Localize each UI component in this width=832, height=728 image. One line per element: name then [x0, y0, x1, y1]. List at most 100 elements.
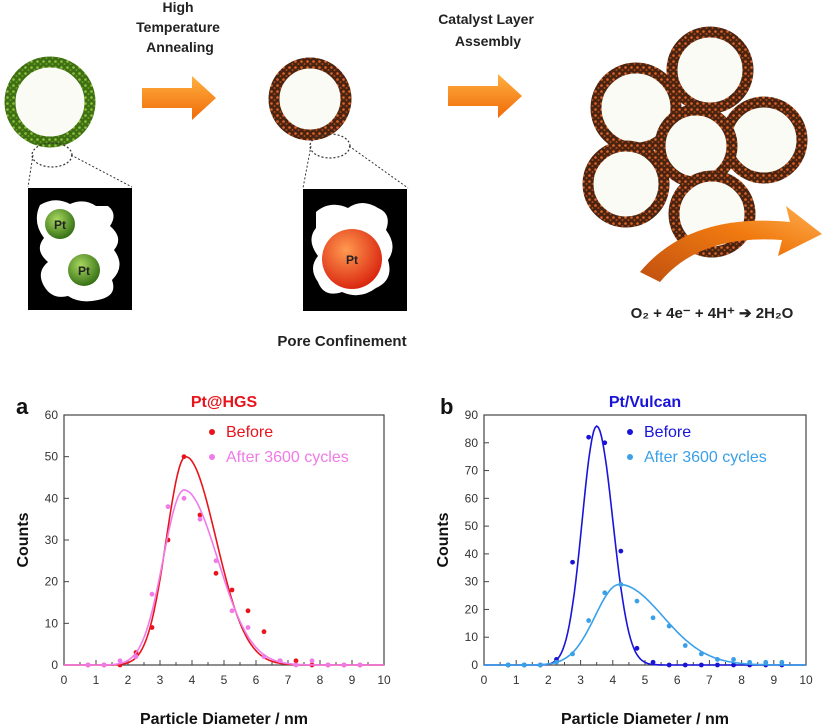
chart-b-xtick-label: 3 — [577, 673, 584, 687]
zoom-region-middle — [309, 133, 351, 159]
chart-a-series-after-point — [245, 625, 251, 630]
chart-a-series-after-point — [341, 662, 347, 668]
chart-b-series-after-point — [763, 659, 769, 665]
chart-b-ytick-label: 0 — [471, 658, 478, 672]
chart-b-title: Pt/Vulcan — [609, 394, 681, 411]
chart-a-ytick-label: 0 — [51, 658, 58, 672]
chart-panel-b: b Pt/Vulcan 0 1 2 3 4 5 6 7 8 9 10 0 10 20 30 40 50 60 70 80 9… — [435, 394, 813, 728]
chart-b-series-after-point — [650, 615, 656, 621]
orange-hollow-sphere — [268, 57, 352, 141]
chart-b-series-before-legend-marker — [627, 429, 633, 435]
chart-a-series-after-point — [133, 654, 139, 660]
cluster-sphere-5 — [654, 104, 738, 188]
chart-a-series-after-point — [357, 662, 363, 668]
chart-a-panel-letter: a — [16, 394, 29, 419]
chart-b-xtick-label: 1 — [513, 673, 520, 687]
chart-a-series-after-legend-marker — [209, 454, 215, 460]
chart-a-xtick-label: 6 — [253, 673, 260, 687]
chart-a-xtick-label: 10 — [377, 673, 391, 687]
arrow-icon-step1 — [142, 76, 216, 120]
chart-b-series-after-point — [731, 657, 736, 662]
chart-a-series-after-point — [101, 662, 107, 668]
zoom-line-left-b — [70, 154, 133, 188]
chart-a-ytick-label: 40 — [45, 491, 59, 505]
chart-b-series-after-point — [537, 662, 543, 668]
chart-b-series-before-point — [570, 559, 575, 565]
chart-b-series-after-legend-marker — [627, 454, 633, 460]
chart-b-panel-letter: b — [440, 394, 453, 419]
chart-a-series-after-point — [197, 516, 203, 522]
chart-a-series-after-legend-label: After 3600 cycles — [226, 449, 349, 466]
chart-b-series-after-point — [505, 662, 511, 668]
chart-a-series-after-point — [213, 558, 219, 564]
chart-a-series-after-point — [309, 658, 315, 664]
chart-a-ytick-label: 50 — [45, 450, 59, 464]
zoom-line-left-a — [27, 154, 34, 188]
chart-b-xtick-label: 10 — [799, 673, 813, 687]
chart-a-series-before-point — [229, 587, 235, 593]
scheme-section: Pt Pt High Temperature Annealing Pt Pore… — [4, 0, 822, 350]
chart-b-xtick-label: 5 — [642, 673, 649, 687]
chart-a-xtick-label: 8 — [317, 673, 324, 687]
chart-a-series-before-point — [213, 570, 219, 576]
chart-b-series-before-point — [682, 662, 688, 668]
chart-b-series-before-point — [586, 434, 592, 440]
step1-label: High Temperature Annealing — [136, 0, 224, 55]
chart-a-series-before-fit-line — [64, 455, 384, 666]
chart-b-series-after-point — [666, 623, 672, 629]
chart-b-xlabel: Particle Diameter / nm — [561, 711, 729, 728]
chart-b-series-after-point — [698, 651, 704, 657]
cluster-sphere-2 — [666, 26, 754, 114]
chart-b-series-before-legend-label: Before — [644, 424, 691, 441]
chart-b-series-after-point — [634, 598, 640, 604]
chart-b-series-before-point — [731, 662, 736, 668]
chart-b-series-after-point — [521, 662, 527, 668]
arrow-icon-step2 — [448, 74, 522, 118]
chart-a-xtick-label: 9 — [349, 673, 356, 687]
pt-particle-orange: Pt — [322, 229, 382, 289]
chart-a-series-after-point — [165, 504, 171, 510]
chart-a-series-before-point — [181, 454, 187, 460]
chart-b-series-before-point — [698, 662, 704, 668]
green-hollow-sphere — [4, 56, 96, 148]
chart-b-xtick-label: 7 — [706, 673, 713, 687]
chart-a-xtick-label: 5 — [221, 673, 228, 687]
chart-b-ytick-label: 50 — [465, 519, 479, 533]
chart-a-series-after-point — [117, 658, 123, 664]
chart-a-series-after-point — [229, 608, 235, 614]
chart-b-series-after-point — [779, 659, 785, 665]
chart-b-ytick-label: 80 — [465, 436, 479, 450]
chart-a-series-before-legend-marker — [209, 429, 215, 435]
chart-b-series-before-point — [634, 645, 640, 651]
chart-a-series-before-legend-label: Before — [226, 424, 273, 441]
chart-b-xtick-label: 0 — [481, 673, 488, 687]
chart-a-xtick-label: 4 — [189, 673, 196, 687]
chart-a-series-after-point — [261, 654, 267, 660]
chart-b-series-before-point — [602, 440, 608, 446]
chart-a-ytick-label: 60 — [45, 408, 59, 422]
chart-b-series-after-fit-line — [484, 583, 806, 666]
chart-a-series-before-point — [261, 629, 267, 635]
chart-b-series-before-point — [715, 662, 720, 668]
chart-a-series-after-point — [293, 662, 299, 668]
cluster-sphere-3 — [720, 96, 808, 184]
chart-a-xtick-label: 7 — [285, 673, 292, 687]
svg-text:Pt: Pt — [54, 218, 66, 232]
chart-b-ylabel: Counts — [435, 512, 452, 567]
chart-b-ytick-label: 30 — [465, 575, 479, 589]
chart-a-series-before-point — [197, 512, 203, 518]
chart-a-xtick-label: 2 — [125, 673, 132, 687]
chart-a-series-before-point — [293, 658, 299, 664]
chart-b-series-after-point — [602, 590, 608, 596]
chart-a-series-before-point — [149, 625, 155, 630]
chart-b-xtick-label: 2 — [545, 673, 552, 687]
chart-a-ytick-label: 20 — [45, 575, 59, 589]
chart-b-series-after-point — [715, 657, 720, 662]
chart-b-ytick-label: 40 — [465, 547, 479, 561]
chart-b-ytick-label: 60 — [465, 491, 479, 505]
chart-a-title: Pt@HGS — [191, 394, 258, 411]
step2-label: Catalyst Layer Assembly — [438, 11, 538, 49]
chart-b-ytick-label: 10 — [465, 630, 479, 644]
chart-a-ytick-label: 30 — [45, 533, 59, 547]
